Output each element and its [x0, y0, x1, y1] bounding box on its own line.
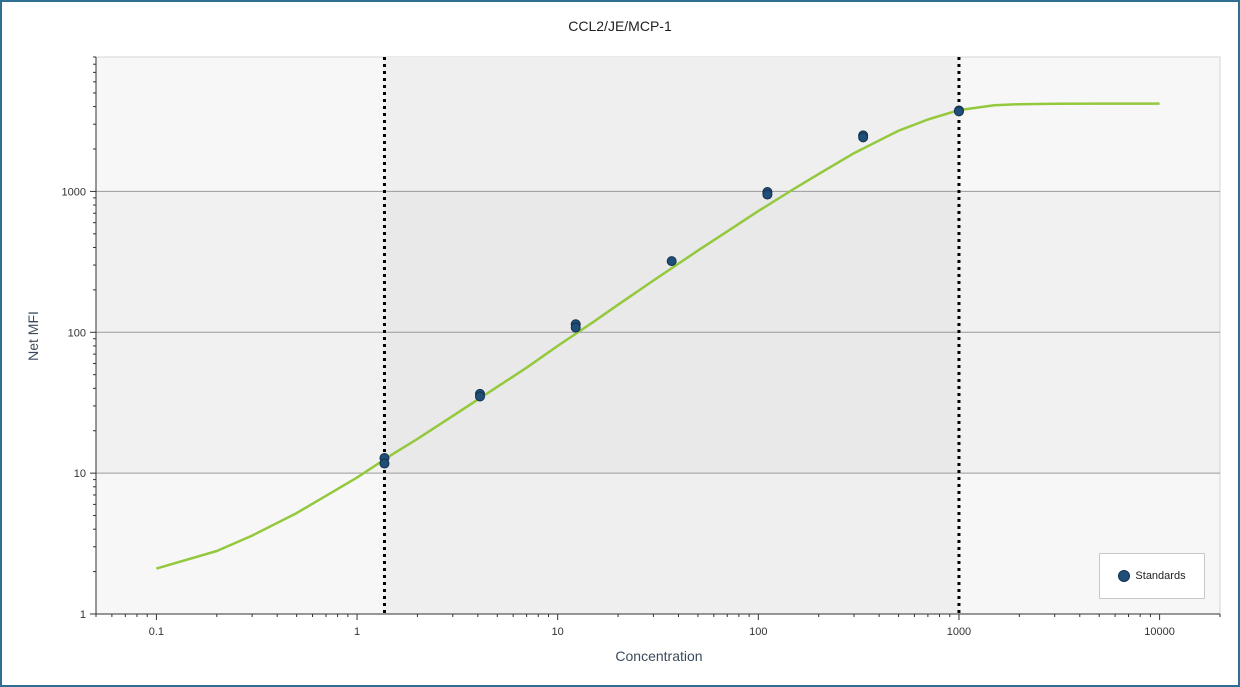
y-axis-title: Net MFI: [25, 311, 41, 361]
data-point: [474, 391, 485, 402]
legend-label: Standards: [1135, 570, 1186, 582]
data-point: [858, 132, 869, 143]
y-tick-label: 100: [68, 327, 86, 339]
x-tick-label: 1: [354, 626, 360, 638]
y-tick-label: 1: [80, 609, 86, 621]
data-point: [570, 322, 581, 333]
data-point: [666, 256, 677, 267]
data-point: [379, 458, 390, 469]
fit-curve: [156, 102, 1160, 570]
y-tick-label: 10: [74, 468, 86, 480]
legend: Standards: [1099, 553, 1205, 599]
x-tick-label: 0.1: [149, 626, 164, 638]
x-tick-label: 100: [749, 626, 767, 638]
x-tick-label: 10: [552, 626, 564, 638]
legend-marker-icon: [1118, 570, 1131, 582]
x-tick-label: 10000: [1144, 626, 1175, 638]
y-tick-label: 1000: [62, 186, 86, 198]
x-tick-label: 1000: [947, 626, 971, 638]
x-axis-title: Concentration: [615, 648, 702, 664]
chart-title: CCL2/JE/MCP-1: [568, 18, 672, 34]
data-point: [762, 189, 773, 200]
data-point: [953, 106, 964, 117]
